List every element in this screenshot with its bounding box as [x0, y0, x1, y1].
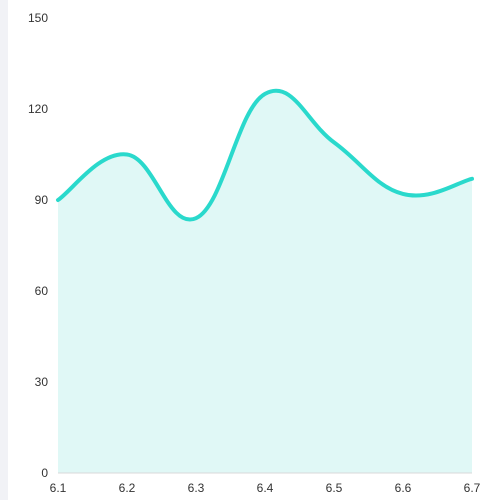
- x-tick-label-6.1: 6.1: [50, 481, 67, 495]
- x-tick-label-6.5: 6.5: [326, 481, 343, 495]
- x-tick-label-6.6: 6.6: [395, 481, 412, 495]
- x-tick-label-6.4: 6.4: [257, 481, 274, 495]
- y-tick-label-0: 0: [41, 466, 48, 480]
- y-tick-label-90: 90: [35, 193, 49, 207]
- area-fill: [58, 90, 472, 474]
- y-tick-label-120: 120: [28, 102, 48, 116]
- y-tick-label-30: 30: [35, 375, 49, 389]
- y-tick-label-150: 150: [28, 11, 48, 25]
- left-border-strip: [0, 0, 8, 500]
- y-tick-label-60: 60: [35, 284, 49, 298]
- series-line: [56, 88, 474, 222]
- x-tick-label-6.2: 6.2: [119, 481, 136, 495]
- x-tick-label-6.3: 6.3: [188, 481, 205, 495]
- x-tick-label-6.7: 6.7: [464, 481, 481, 495]
